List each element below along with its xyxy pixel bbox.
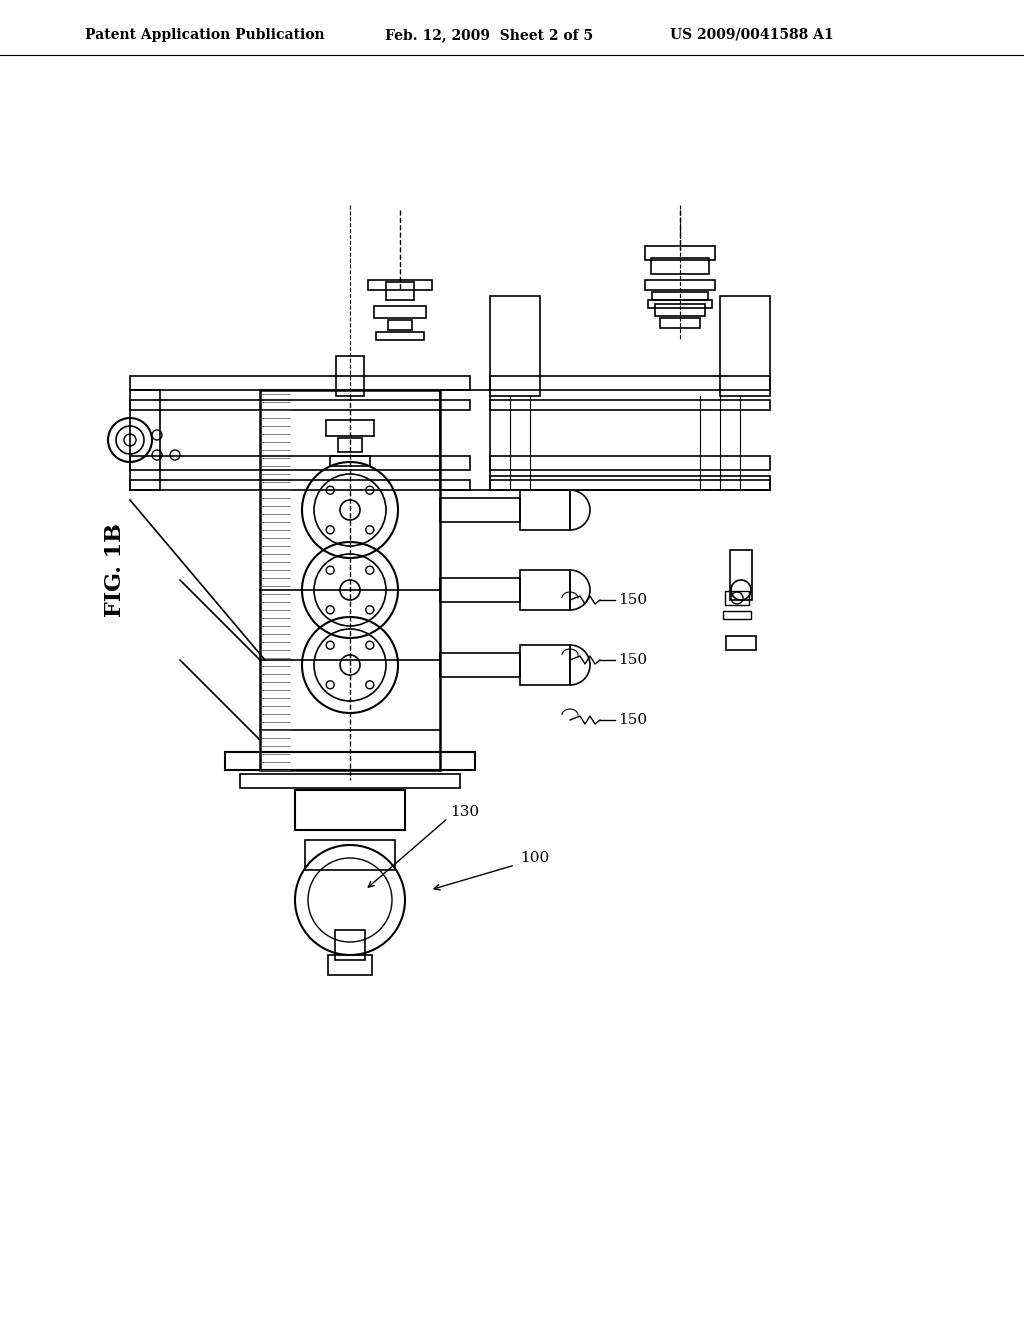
Bar xyxy=(295,789,406,830)
Text: Feb. 12, 2009  Sheet 2 of 5: Feb. 12, 2009 Sheet 2 of 5 xyxy=(385,28,593,42)
Bar xyxy=(651,257,709,275)
Bar xyxy=(490,455,770,470)
Bar xyxy=(225,752,475,770)
Bar xyxy=(520,645,570,685)
Bar xyxy=(440,653,520,677)
Bar xyxy=(725,591,749,605)
Bar xyxy=(520,490,570,531)
Bar xyxy=(328,954,372,975)
Bar xyxy=(490,480,770,490)
Bar xyxy=(130,376,470,389)
Bar xyxy=(655,304,705,315)
Bar xyxy=(130,455,470,470)
Text: 150: 150 xyxy=(618,593,647,607)
Bar xyxy=(130,480,470,490)
Bar xyxy=(440,389,490,490)
Bar xyxy=(723,611,751,619)
Bar xyxy=(338,438,362,451)
Bar xyxy=(720,296,770,396)
Bar xyxy=(386,282,414,300)
Text: 130: 130 xyxy=(450,805,479,818)
Bar xyxy=(368,280,432,290)
Bar xyxy=(130,389,160,490)
Bar xyxy=(645,246,715,260)
Bar xyxy=(490,400,770,411)
Bar xyxy=(130,400,470,411)
Bar xyxy=(326,420,374,436)
Bar xyxy=(260,389,440,770)
Bar xyxy=(645,280,715,290)
Bar xyxy=(376,333,424,341)
Bar xyxy=(730,550,752,601)
Bar xyxy=(648,300,712,308)
Bar xyxy=(726,636,756,649)
Text: FIG. 1B: FIG. 1B xyxy=(104,523,126,616)
Bar xyxy=(374,306,426,318)
Bar xyxy=(490,296,540,396)
Bar xyxy=(440,498,520,521)
Bar xyxy=(388,319,412,330)
Bar xyxy=(652,292,708,300)
Bar xyxy=(490,376,770,389)
Text: US 2009/0041588 A1: US 2009/0041588 A1 xyxy=(670,28,834,42)
Bar xyxy=(660,318,700,327)
Bar xyxy=(440,578,520,602)
Text: Patent Application Publication: Patent Application Publication xyxy=(85,28,325,42)
Text: 150: 150 xyxy=(618,713,647,727)
Bar xyxy=(335,931,365,960)
Bar xyxy=(305,840,395,870)
Bar xyxy=(330,455,370,466)
Bar xyxy=(490,477,770,490)
Text: 150: 150 xyxy=(618,653,647,667)
Bar xyxy=(336,356,364,396)
Bar xyxy=(520,570,570,610)
Bar xyxy=(240,774,460,788)
Text: 100: 100 xyxy=(520,851,549,865)
